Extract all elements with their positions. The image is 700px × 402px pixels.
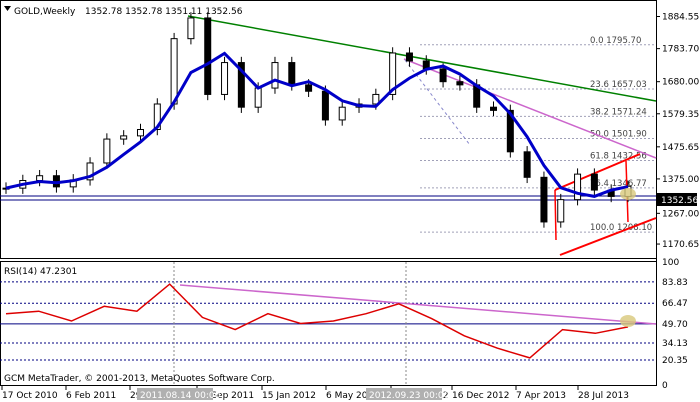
rsi-tick-label: 66.47	[662, 299, 688, 309]
current-price-tag	[657, 193, 697, 206]
price-tick-label: 1267.00	[662, 209, 699, 219]
candle-body	[574, 173, 582, 201]
rsi-tick-label: 34.13	[662, 339, 688, 349]
candle-body	[338, 106, 346, 121]
price-tick-label: 1579.35	[662, 110, 699, 120]
time-tick-label: 15 Jan 2012	[262, 391, 316, 401]
moving-average-line	[5, 51, 629, 198]
candle-body	[103, 138, 111, 164]
candle-body	[153, 103, 161, 130]
candle-body	[204, 17, 212, 95]
rsi-trendline[interactable]	[179, 284, 657, 325]
candle-body	[86, 162, 94, 181]
time-tick-label: 6 Feb 2011	[66, 391, 116, 401]
time-tick-label: 17 Oct 2010	[2, 391, 58, 401]
fibo-level-label: 23.6 1657.03	[590, 80, 647, 90]
candle-body	[305, 84, 313, 92]
rsi-tick-label: 83.83	[662, 278, 688, 288]
candle-body	[523, 151, 531, 178]
fibo-level-label: 100.0 1208.10	[590, 223, 652, 233]
rsi-tick-label: 100	[662, 258, 679, 268]
fibo-level-label: 61.8 1432.56	[590, 152, 647, 162]
candle-body	[540, 176, 548, 223]
candle-body	[237, 62, 245, 108]
time-tick-label: 18 Sep 2011	[197, 391, 254, 401]
candle-body	[590, 173, 598, 191]
fibo-level-label: 50.0 1501.90	[590, 129, 647, 139]
triangle-down-icon[interactable]	[4, 6, 11, 11]
candle-body	[389, 52, 397, 95]
channel-left-line	[554, 189, 557, 241]
time-tick-label: 16 Dec 2012	[452, 391, 510, 401]
candle-body	[557, 199, 565, 223]
rsi-highlight	[620, 315, 636, 327]
candle-body	[372, 93, 380, 105]
candle-body	[321, 90, 329, 121]
candlestick-series	[2, 12, 632, 228]
fibonacci-retracement[interactable]: 0.0 1795.70 23.6 1657.03 38.2 1571.24 50.0 …	[420, 36, 656, 233]
candle-body	[221, 62, 229, 95]
candle-body	[187, 17, 195, 40]
rsi-tick-label: 49.70	[662, 320, 688, 330]
candle-body	[136, 129, 144, 137]
time-tick-label: 28 Jul 2013	[578, 391, 629, 401]
current-price-label: 1352.56	[661, 196, 698, 206]
time-highlight-tag-1	[137, 388, 213, 400]
time-tick-label: 7 Apr 2013	[516, 391, 566, 401]
channel-upper-line[interactable]	[554, 153, 641, 191]
rsi-axis: 100 83.83 66.47 49.70 34.13 20.35 0	[662, 258, 688, 391]
candle-body	[439, 68, 447, 83]
price-highlight	[620, 188, 636, 200]
rsi-tick-label: 0	[662, 381, 668, 391]
candle-body	[120, 135, 128, 140]
price-tick-label: 1680.00	[662, 78, 699, 88]
candle-body	[456, 81, 464, 86]
channel-lower-line[interactable]	[559, 217, 657, 256]
candle-body	[36, 175, 44, 181]
fibo-level-label: 38.2 1571.24	[590, 107, 647, 117]
rsi-tick-label: 20.35	[662, 356, 688, 366]
price-tick-label: 1375.00	[662, 175, 699, 185]
candle-body	[254, 87, 262, 108]
candle-body	[405, 52, 413, 62]
price-tick-label: 1884.55	[662, 12, 699, 22]
price-axis: 1884.55 1783.70 1680.00 1579.35 1475.65 1375.…	[656, 12, 699, 250]
time-highlight-1: 2011.08.14 00:00	[140, 391, 221, 401]
fibo-level-label: 76.4 1346.77	[590, 179, 647, 189]
ohlc-values: 1352.78 1352.78 1351.11 1352.56	[85, 7, 243, 17]
price-tick-label: 1475.65	[662, 143, 699, 153]
time-highlight-tag-2	[366, 388, 442, 400]
price-tick-label: 1170.65	[662, 240, 699, 250]
candle-body	[288, 62, 296, 86]
fibo-level-label: 0.0 1795.70	[590, 36, 641, 46]
candle-body	[170, 38, 178, 105]
copyright-text: GCM MetaTrader, © 2001-2013, MetaQuotes …	[4, 374, 275, 384]
candle-body	[506, 109, 514, 153]
candle-body	[271, 62, 279, 89]
price-tick-label: 1783.70	[662, 45, 699, 55]
rsi-header: RSI(14) 47.2301	[4, 267, 77, 277]
symbol-timeframe: GOLD,Weekly	[14, 7, 76, 17]
rsi-levels	[0, 281, 656, 361]
green-trendline[interactable]	[187, 15, 657, 102]
time-tick-label: 6 May 2012	[326, 391, 379, 401]
candle-body	[490, 106, 498, 111]
time-highlight-2: 2012.09.23 00:00	[369, 391, 450, 401]
rsi-line	[5, 283, 629, 359]
